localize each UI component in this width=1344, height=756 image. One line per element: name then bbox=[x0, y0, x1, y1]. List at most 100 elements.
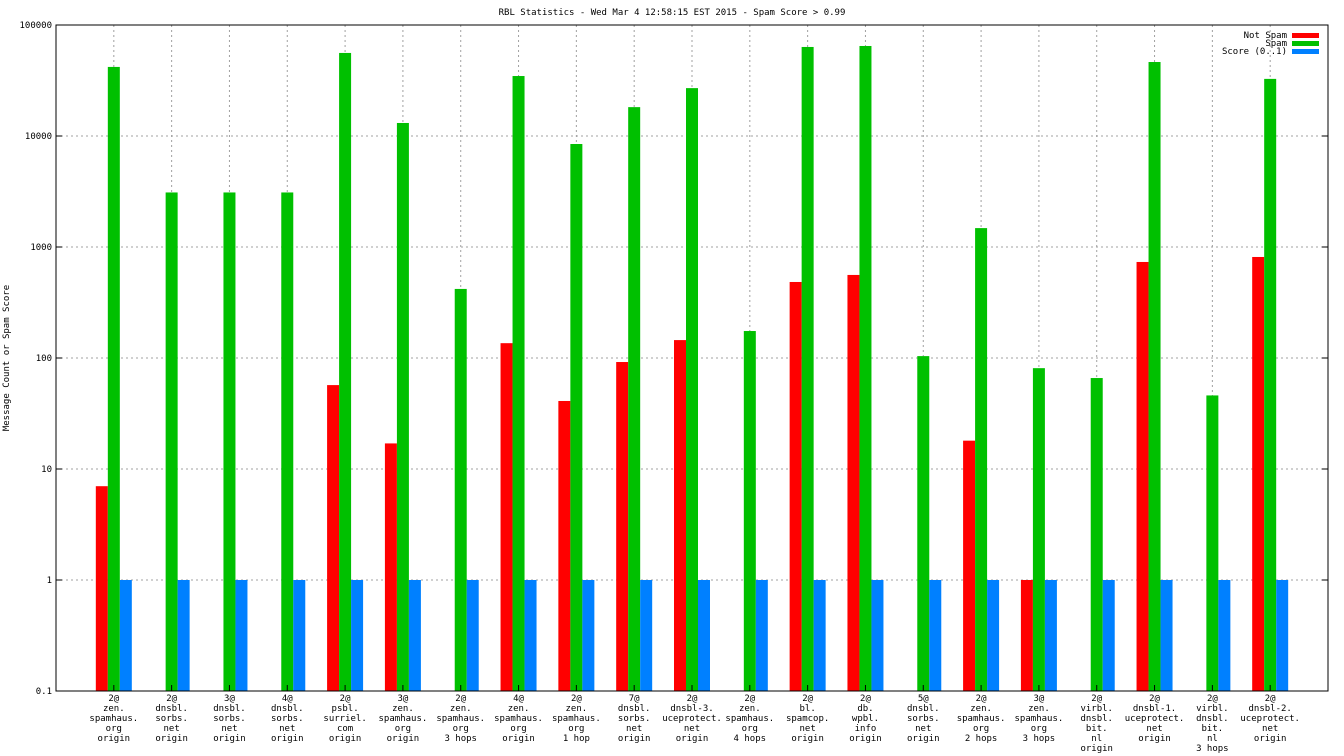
x-tick-label-line: origin bbox=[1138, 734, 1171, 744]
legend-label: Not Spam bbox=[1244, 31, 1287, 41]
legend-label: Spam bbox=[1265, 39, 1287, 49]
bar-score-0-1 bbox=[293, 580, 306, 691]
x-tick-label: 2@ zen. spamhaus. org 2 hops bbox=[957, 694, 1006, 744]
x-tick-label-line: spamhaus. bbox=[379, 714, 428, 724]
x-tick-label: 2@ zen. spamhaus. org 3 hops bbox=[436, 694, 485, 744]
x-tick-label-line: 1 hop bbox=[563, 734, 590, 744]
x-tick-label-line: origin bbox=[618, 734, 651, 744]
x-tick-label-line: 2@ bbox=[455, 694, 466, 704]
x-tick-label-line: net bbox=[1146, 724, 1162, 734]
x-tick-label-line: 4@ bbox=[513, 694, 524, 704]
x-tick-label: 2@ dnsbl-3. uceprotect. net origin bbox=[662, 694, 722, 744]
x-tick-label-line: origin bbox=[387, 734, 420, 744]
x-tick-label-line: bit. bbox=[1086, 724, 1108, 734]
x-tick-label-line: spamhaus. bbox=[1015, 714, 1064, 724]
x-tick-label-line: net bbox=[221, 724, 237, 734]
bar-spam bbox=[686, 88, 698, 691]
x-tick-label-line: uceprotect. bbox=[1240, 714, 1300, 724]
x-tick-label-line: zen. bbox=[739, 704, 761, 714]
bar-spam bbox=[1264, 78, 1277, 692]
bar-score-0-1 bbox=[987, 580, 1000, 691]
x-tick-label-line: sorbs. bbox=[618, 714, 651, 724]
x-tick-label-line: db. bbox=[857, 704, 873, 714]
x-tick-label: 3@ dnsbl. sorbs. net origin bbox=[213, 694, 246, 744]
x-tick-label-line: 2@ bbox=[166, 694, 177, 704]
bar-score-0-1 bbox=[871, 580, 884, 691]
x-tick-label-line: 2 hops bbox=[965, 734, 998, 744]
x-tick-label-line: 4@ bbox=[282, 694, 293, 704]
bar-not-spam bbox=[847, 274, 860, 691]
x-tick-label-line: uceprotect. bbox=[1125, 714, 1185, 724]
bar-spam bbox=[1090, 378, 1103, 691]
y-tick-label: 0.1 bbox=[36, 687, 52, 697]
legend-label: Score (0..1) bbox=[1222, 47, 1287, 57]
x-tick-label-line: net bbox=[684, 724, 700, 734]
x-tick-label-line: spamhaus. bbox=[957, 714, 1006, 724]
bar-score-0-1 bbox=[755, 580, 768, 691]
bar-score-0-1 bbox=[466, 580, 479, 691]
legend-swatch bbox=[1292, 41, 1319, 46]
x-tick-label-line: net bbox=[1262, 724, 1278, 734]
x-tick-label-line: sorbs. bbox=[907, 714, 940, 724]
x-tick-label-line: origin bbox=[849, 734, 882, 744]
x-tick-label-line: org bbox=[1031, 724, 1047, 734]
x-tick-label-line: origin bbox=[98, 734, 131, 744]
x-tick-label: 2@ psbl. surriel. com origin bbox=[323, 694, 366, 744]
x-tick-label-line: dnsbl. bbox=[271, 704, 304, 714]
x-tick-label-line: virbl. bbox=[1080, 704, 1113, 714]
bar-spam bbox=[281, 192, 294, 691]
bar-spam bbox=[570, 144, 583, 691]
x-tick-label-line: 2@ bbox=[571, 694, 582, 704]
bar-not-spam bbox=[558, 400, 571, 691]
x-tick-label-line: net bbox=[626, 724, 642, 734]
x-tick-label-line: zen. bbox=[970, 704, 992, 714]
x-tick-label-line: wpbl. bbox=[852, 714, 879, 724]
x-tick-label-line: origin bbox=[502, 734, 535, 744]
x-tick-label-line: surriel. bbox=[323, 714, 366, 724]
bar-spam bbox=[223, 192, 236, 691]
x-tick-label-line: 2@ bbox=[802, 694, 813, 704]
x-tick-label-line: 3@ bbox=[1033, 694, 1044, 704]
x-tick-label-line: 3 hops bbox=[444, 734, 477, 744]
y-tick-label: 100000 bbox=[19, 21, 52, 31]
y-tick-label: 1 bbox=[47, 576, 52, 586]
x-tick-label-line: dnsbl-2. bbox=[1249, 704, 1292, 714]
bar-score-0-1 bbox=[351, 580, 364, 691]
x-tick-label-line: origin bbox=[907, 734, 940, 744]
x-tick-label-line: origin bbox=[271, 734, 304, 744]
x-tick-label-line: spamhaus. bbox=[725, 714, 774, 724]
x-tick-label: 2@ dnsbl-1. uceprotect. net origin bbox=[1125, 694, 1185, 744]
x-tick-label: 2@ zen. spamhaus. org origin bbox=[89, 694, 138, 744]
x-tick-label-line: bl. bbox=[800, 704, 816, 714]
bar-spam bbox=[339, 52, 352, 692]
bar-score-0-1 bbox=[698, 580, 710, 691]
x-tick-label-line: 2@ bbox=[976, 694, 987, 704]
x-tick-label-line: spamcop. bbox=[786, 714, 829, 724]
x-tick-label-line: zen. bbox=[566, 704, 588, 714]
x-tick-label-line: 5@ bbox=[918, 694, 929, 704]
x-tick-label-line: org bbox=[973, 724, 989, 734]
bar-spam bbox=[1148, 62, 1161, 692]
x-tick-label-line: org bbox=[395, 724, 411, 734]
x-tick-label-line: dnsbl. bbox=[907, 704, 940, 714]
x-tick-label-line: origin bbox=[1254, 734, 1287, 744]
x-tick-label-line: psbl. bbox=[332, 704, 359, 714]
x-tick-label-line: dnsbl-3. bbox=[670, 704, 713, 714]
bar-score-0-1 bbox=[640, 580, 653, 691]
legend-swatch bbox=[1292, 49, 1319, 54]
x-tick-label-line: sorbs. bbox=[155, 714, 188, 724]
x-tick-label-line: zen. bbox=[508, 704, 530, 714]
x-tick-label-line: dnsbl. bbox=[1080, 714, 1113, 724]
x-tick-label: 2@ virbl. dnsbl. bit. nl 3 hops bbox=[1196, 694, 1229, 754]
bar-score-0-1 bbox=[1044, 580, 1057, 691]
x-tick-label-line: spamhaus. bbox=[494, 714, 543, 724]
bar-spam bbox=[512, 76, 525, 691]
bar-not-spam bbox=[1252, 256, 1265, 691]
x-tick-label-line: 2@ bbox=[1207, 694, 1218, 704]
bar-spam bbox=[628, 107, 641, 691]
bar-spam bbox=[396, 122, 409, 691]
x-tick-label-line: origin bbox=[213, 734, 246, 744]
x-tick-label-line: org bbox=[742, 724, 758, 734]
bar-not-spam bbox=[1136, 261, 1149, 691]
